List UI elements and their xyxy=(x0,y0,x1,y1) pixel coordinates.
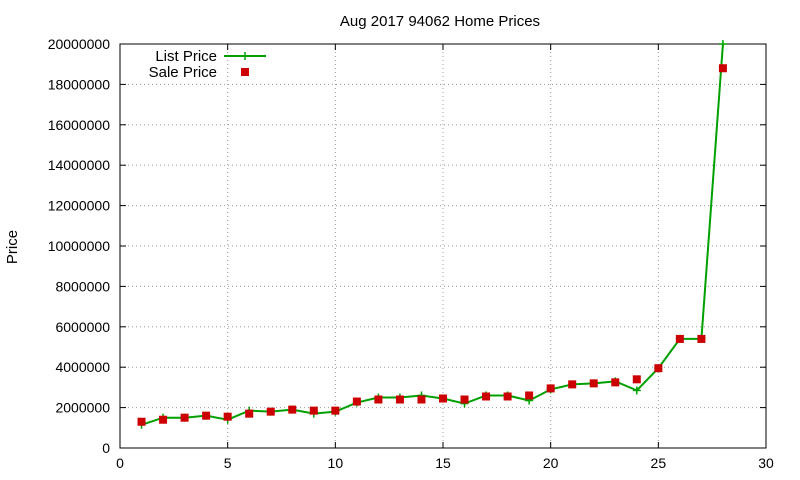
point-sale-price xyxy=(395,395,404,404)
y-tick-label: 16000000 xyxy=(48,117,111,133)
x-tick-label: 15 xyxy=(435,455,451,471)
grid-lines xyxy=(120,44,766,448)
point-sale-price xyxy=(202,411,211,420)
point-sale-price xyxy=(180,413,189,422)
point-sale-price xyxy=(159,415,168,424)
point-sale-price xyxy=(309,406,318,415)
point-sale-price xyxy=(352,397,361,406)
axes: 0 5 10 15 20 25 30 0 2000000 4000000 6000000 800000… xyxy=(48,36,774,471)
series-layer xyxy=(137,40,727,429)
point-sale-price xyxy=(568,380,577,389)
y-tick-label: 8000000 xyxy=(55,278,110,294)
point-sale-price xyxy=(546,384,555,393)
point-sale-price xyxy=(288,405,297,414)
y-tick-label: 4000000 xyxy=(55,359,110,375)
point-sale-price xyxy=(460,395,469,404)
point-sale-price xyxy=(675,334,684,343)
point-sale-price xyxy=(266,407,275,416)
point-sale-price xyxy=(223,412,232,421)
legend: List Price Sale Price xyxy=(149,48,266,81)
legend-swatch-list-price xyxy=(224,52,266,60)
series-line-list-price xyxy=(141,43,724,426)
x-tick-label: 5 xyxy=(224,455,232,471)
point-sale-price xyxy=(718,64,727,73)
point-sale-price xyxy=(697,334,706,343)
point-sale-price xyxy=(331,406,340,415)
legend-label-sale-price: Sale Price xyxy=(149,64,217,81)
y-tick-label: 0 xyxy=(102,440,110,456)
y-tick-label: 18000000 xyxy=(48,76,111,92)
point-sale-price xyxy=(525,391,534,400)
y-tick-label: 14000000 xyxy=(48,157,111,173)
point-sale-price xyxy=(439,394,447,403)
x-tick-label: 10 xyxy=(328,455,344,471)
legend-swatch-sale-price xyxy=(241,68,249,76)
x-tick-label: 30 xyxy=(758,455,774,471)
point-sale-price xyxy=(417,395,426,404)
x-tick-label: 0 xyxy=(116,455,124,471)
legend-square-sale-price xyxy=(241,68,249,76)
y-tick-label: 2000000 xyxy=(55,400,110,416)
y-tick-label: 6000000 xyxy=(55,319,110,335)
point-sale-price xyxy=(589,379,598,388)
point-list-price xyxy=(718,40,727,48)
legend-label-list-price: List Price xyxy=(155,48,217,65)
point-sale-price xyxy=(482,392,491,401)
point-sale-price xyxy=(374,395,383,404)
point-sale-price xyxy=(503,392,512,401)
y-tick-label: 10000000 xyxy=(48,238,111,254)
y-axis-label: Price xyxy=(4,230,21,264)
point-list-price xyxy=(632,386,641,395)
x-tick-label: 20 xyxy=(543,455,559,471)
point-sale-price xyxy=(654,364,663,373)
x-tick-label: 25 xyxy=(651,455,667,471)
point-sale-price xyxy=(137,417,146,426)
point-sale-price xyxy=(632,375,641,384)
point-sale-price xyxy=(611,378,620,387)
point-sale-price xyxy=(245,409,254,418)
y-tick-label: 20000000 xyxy=(48,36,111,52)
chart-title: Aug 2017 94062 Home Prices xyxy=(340,13,540,30)
y-tick-label: 12000000 xyxy=(48,198,111,214)
